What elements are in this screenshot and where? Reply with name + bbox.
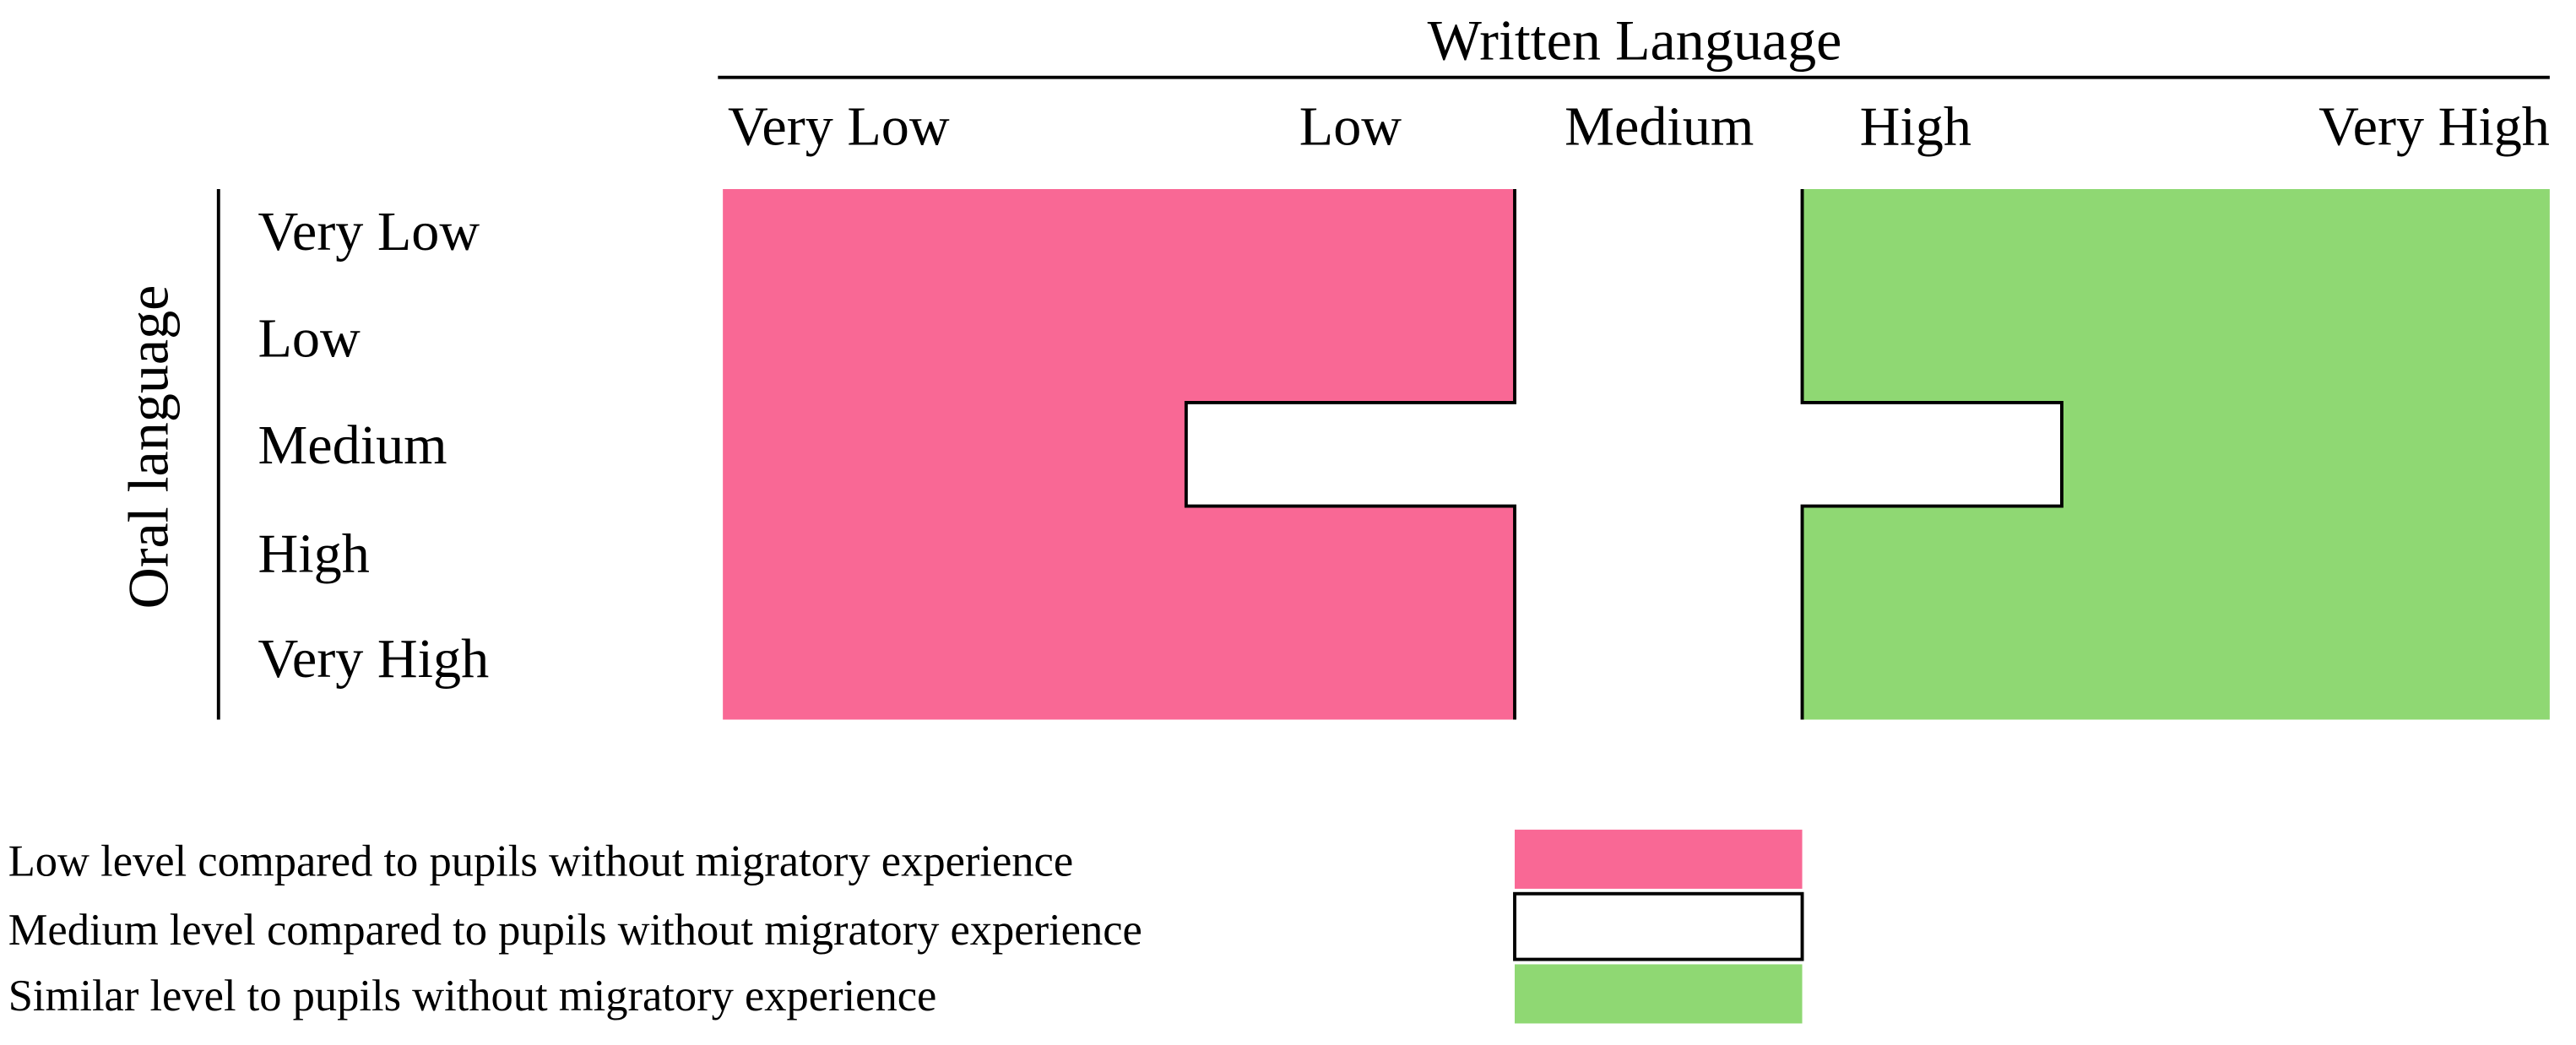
legend-label: Medium level compared to pupils without …: [8, 906, 1142, 955]
low-region: [723, 189, 1516, 720]
similar-region: [1802, 189, 2550, 720]
legend-label: Similar level to pupils without migrator…: [8, 972, 937, 1021]
region-border: [1800, 189, 2064, 720]
legend-swatch: [1513, 891, 1804, 961]
column-label: High: [1860, 95, 1971, 157]
column-title: Written Language: [1428, 8, 1842, 72]
row-title: Oral language: [116, 285, 180, 609]
column-label: Medium: [1565, 95, 1754, 157]
row-label: Low: [258, 307, 360, 369]
legend-swatch: [1515, 964, 1803, 1024]
legend-label: Low level compared to pupils without mig…: [8, 837, 1073, 885]
row-label: Medium: [258, 414, 447, 476]
region-border: [1184, 189, 1516, 720]
column-label: Very Low: [728, 95, 950, 157]
row-label: Very High: [258, 628, 489, 690]
row-label: High: [258, 522, 369, 584]
row-label: Very Low: [258, 201, 480, 263]
column-label: Very High: [2318, 95, 2550, 157]
column-label: Low: [1299, 95, 1402, 157]
legend-swatch: [1515, 829, 1803, 889]
